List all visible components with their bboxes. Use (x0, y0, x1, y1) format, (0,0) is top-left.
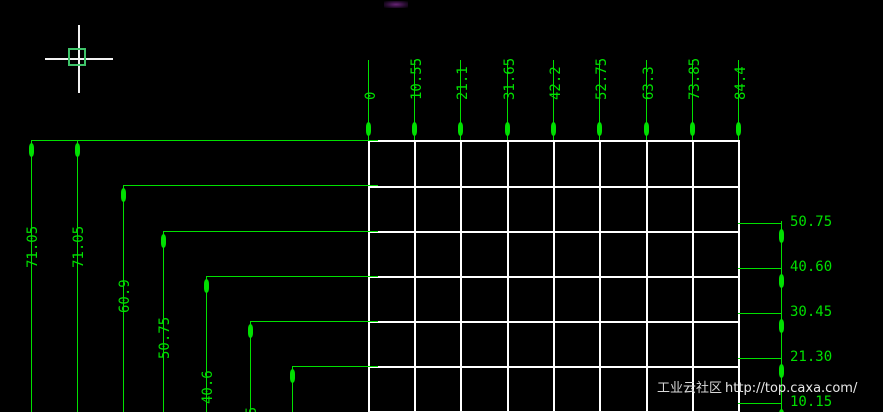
right-dimension-label: 50.75 (790, 214, 833, 230)
top-dim-arrow (505, 122, 510, 136)
left-dim-extension (250, 321, 378, 322)
right-dimension-label: 10.15 (790, 394, 833, 410)
top-dimension-label: 42.2 (548, 66, 564, 100)
left-dim-leader (77, 140, 78, 412)
right-dim-extension (738, 358, 781, 359)
top-dim-arrow (458, 122, 463, 136)
top-edge-artifact (384, 1, 408, 8)
pickbox-icon (68, 48, 86, 66)
right-dim-extension (738, 403, 781, 404)
top-dim-arrow (690, 122, 695, 136)
left-dimension-label: 71.05 (25, 225, 41, 268)
top-dimension-label: 63.3 (641, 66, 657, 100)
left-dimension-label: 40.6 (200, 370, 216, 404)
right-dim-axis (781, 221, 782, 412)
crosshair-horizontal (45, 58, 113, 60)
top-dim-arrow (412, 122, 417, 136)
right-dim-arrow (779, 409, 784, 412)
left-dim-leader (250, 321, 251, 412)
top-dim-leader (507, 60, 508, 140)
left-dim-extension (163, 231, 378, 232)
left-dim-arrow (290, 369, 295, 383)
right-dimension-label: 40.60 (790, 259, 833, 275)
grid-column-line (599, 140, 601, 412)
left-dimension-label: 30.45 (244, 407, 260, 412)
left-dim-arrow (204, 279, 209, 293)
grid-column-line (738, 140, 740, 412)
top-dim-leader (460, 60, 461, 140)
top-dim-leader (692, 60, 693, 140)
grid-column-line (646, 140, 648, 412)
top-dim-leader (646, 60, 647, 140)
right-dim-arrow (779, 364, 784, 378)
top-dim-leader (368, 60, 369, 140)
watermark-site-name: 工业云社区 (657, 381, 723, 396)
left-dimension-label: 71.05 (71, 225, 87, 268)
left-dim-arrow (121, 188, 126, 202)
left-dim-arrow (248, 324, 253, 338)
right-dimension-label: 21.30 (790, 349, 833, 365)
grid-column-line (507, 140, 509, 412)
top-dim-leader (553, 60, 554, 140)
left-dim-leader (206, 276, 207, 412)
top-dim-arrow (597, 122, 602, 136)
top-dim-leader (599, 60, 600, 140)
left-dim-extension (292, 366, 378, 367)
grid-column-line (553, 140, 555, 412)
top-dim-arrow (366, 122, 371, 136)
left-dim-leader (163, 231, 164, 412)
top-dim-leader (738, 60, 739, 140)
top-dimension-label: 52.75 (594, 57, 610, 100)
right-dimension-label: 30.45 (790, 304, 833, 320)
watermark-url: http://top.caxa.com/ (725, 381, 858, 396)
top-dim-leader (414, 60, 415, 140)
left-dim-arrow (161, 234, 166, 248)
left-dim-extension (206, 276, 378, 277)
right-dim-arrow (779, 229, 784, 243)
top-dimension-label: 0 (363, 91, 379, 100)
right-dim-extension (738, 313, 781, 314)
left-dim-arrow (29, 143, 34, 157)
left-dim-extension (123, 185, 378, 186)
grid-column-line (692, 140, 694, 412)
watermark: 工业云社区 http://top.caxa.com/ (657, 381, 857, 396)
top-dim-arrow (736, 122, 741, 136)
right-dim-extension (738, 223, 781, 224)
top-dimension-label: 31.65 (502, 57, 518, 100)
left-dim-leader (292, 366, 293, 412)
top-dimension-label: 84.4 (733, 66, 749, 100)
left-dimension-label: 60.9 (117, 279, 133, 313)
left-dimension-label: 50.75 (157, 316, 173, 359)
left-dim-leader (31, 140, 32, 412)
top-dimension-label: 10.55 (409, 57, 425, 100)
left-dim-leader (123, 185, 124, 412)
grid-column-line (414, 140, 416, 412)
right-dim-extension (738, 268, 781, 269)
left-dim-arrow (75, 143, 80, 157)
grid-column-line (460, 140, 462, 412)
crosshair-vertical (78, 25, 80, 93)
left-dim-extension (77, 140, 378, 141)
top-dim-arrow (551, 122, 556, 136)
right-dim-arrow (779, 274, 784, 288)
top-dimension-label: 21.1 (455, 66, 471, 100)
right-dim-arrow (779, 319, 784, 333)
top-dim-arrow (644, 122, 649, 136)
top-dimension-label: 73.85 (687, 57, 703, 100)
